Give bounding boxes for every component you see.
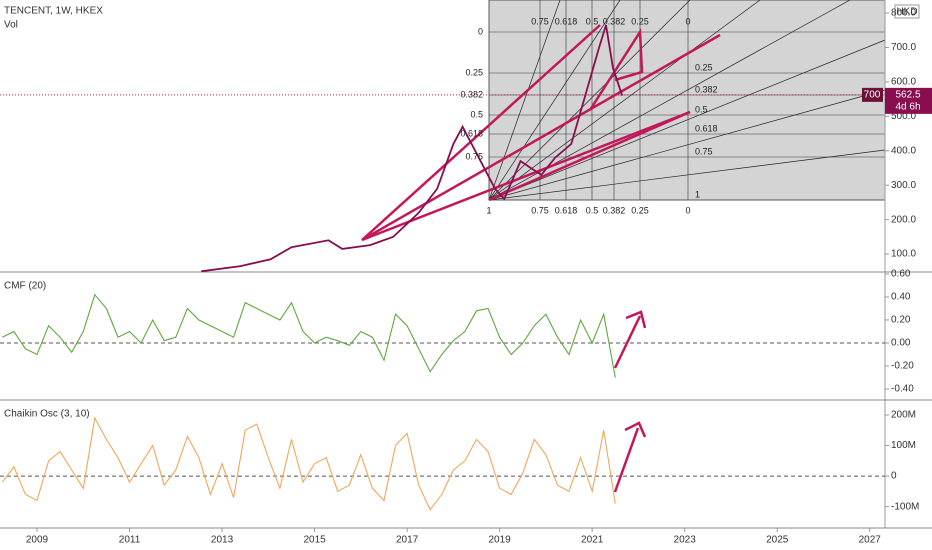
fan-line — [488, 39, 886, 201]
y-tick-label: 300.0 — [891, 180, 916, 191]
trend-line — [488, 110, 691, 202]
gann-fan — [488, 0, 886, 201]
fib-label: 0.382 — [460, 89, 483, 99]
y-tick-label: 100M — [891, 440, 916, 451]
x-tick-label: 2009 — [26, 535, 49, 546]
currency-box — [894, 4, 920, 19]
fib-label: 0.5 — [586, 16, 599, 26]
y-tick-label: 200M — [891, 410, 916, 421]
trend-line — [361, 33, 721, 242]
price-tag-box — [862, 87, 883, 102]
y-tick-label: 400.0 — [891, 145, 916, 156]
price-tag-label: 700 — [864, 89, 881, 100]
y-tick-label: 500.0 — [891, 111, 916, 122]
fan-line — [488, 0, 621, 201]
fib-label: 0 — [478, 26, 483, 36]
gann-box-area — [488, 0, 886, 201]
fib-label: 0.382 — [603, 16, 626, 26]
countdown: 4d 6h — [895, 101, 920, 112]
fib-label: 0.618 — [555, 205, 578, 215]
fib-label: 0.382 — [603, 205, 626, 215]
series-line — [2, 293, 616, 378]
fib-label: 0.75 — [695, 146, 713, 156]
x-tick-label: 2027 — [859, 535, 882, 546]
y-tick-label: 800.0 — [891, 8, 916, 19]
y-tick-label: 600.0 — [891, 77, 916, 88]
y-tick-label: 100.0 — [891, 249, 916, 260]
volume-label: Vol — [4, 20, 18, 31]
y-tick-label: 700.0 — [891, 42, 916, 53]
fib-label: 0.382 — [695, 84, 718, 94]
fib-label: 0.5 — [586, 205, 599, 215]
cmf-title: CMF (20) — [4, 281, 46, 292]
fib-label: 0.618 — [460, 128, 483, 138]
last-price-box — [885, 87, 932, 114]
x-tick-label: 2015 — [303, 535, 326, 546]
y-tick-label: 0.20 — [891, 315, 911, 326]
fib-label: 0.25 — [631, 16, 649, 26]
series-line — [201, 24, 624, 273]
x-tick-label: 2023 — [674, 535, 697, 546]
y-tick-label: 0.60 — [891, 269, 911, 280]
x-tick-label: 2019 — [489, 535, 512, 546]
fib-label: 0.618 — [555, 16, 578, 26]
fib-label: 0.25 — [631, 205, 649, 215]
fib-label: 0.5 — [470, 109, 483, 119]
fib-label: 0.618 — [695, 123, 718, 133]
fib-label: 0 — [685, 205, 690, 215]
fan-line — [488, 149, 886, 201]
fib-label: 1 — [695, 189, 700, 199]
symbol-title: TENCENT, 1W, HKEX — [4, 6, 103, 17]
fib-label: 1 — [486, 205, 491, 215]
arrow — [613, 427, 640, 493]
x-tick-label: 2013 — [211, 535, 234, 546]
arrow — [613, 315, 642, 369]
series-line — [1, 416, 616, 511]
y-tick-label: 200.0 — [891, 214, 916, 225]
x-tick-label: 2025 — [766, 535, 789, 546]
x-tick-label: 2021 — [581, 535, 604, 546]
y-tick-label: 0.40 — [891, 292, 911, 303]
trend-line — [361, 110, 691, 242]
currency: HKD — [896, 7, 917, 18]
trend-line — [361, 24, 601, 241]
y-tick-label: -0.20 — [891, 361, 914, 372]
y-tick-label: -100M — [891, 501, 919, 512]
fan-line — [488, 0, 691, 201]
last-price: 562.5 — [895, 89, 920, 100]
y-tick-label: -0.40 — [891, 384, 914, 395]
trend-line — [588, 28, 644, 111]
fan-line — [488, 0, 761, 201]
fan-line — [488, 0, 561, 201]
fib-label: 0.75 — [465, 151, 483, 161]
fib-label: 0.5 — [695, 104, 708, 114]
gann-box — [488, 0, 886, 201]
fib-label: 0.75 — [531, 205, 549, 215]
fib-label: 0 — [685, 16, 690, 26]
trend-lines — [361, 24, 721, 493]
y-tick-label: 0 — [891, 471, 897, 482]
fib-label: 0.25 — [465, 67, 483, 77]
fib-label: 0.75 — [531, 16, 549, 26]
arrow-head — [624, 421, 647, 438]
arrow-head — [625, 310, 647, 329]
fib-label: 0.25 — [695, 62, 713, 72]
x-tick-label: 2017 — [396, 535, 419, 546]
y-tick-label: 0.00 — [891, 338, 911, 349]
chaikin-title: Chaikin Osc (3, 10) — [4, 409, 90, 420]
x-tick-label: 2011 — [119, 535, 141, 546]
fan-line — [488, 89, 886, 201]
